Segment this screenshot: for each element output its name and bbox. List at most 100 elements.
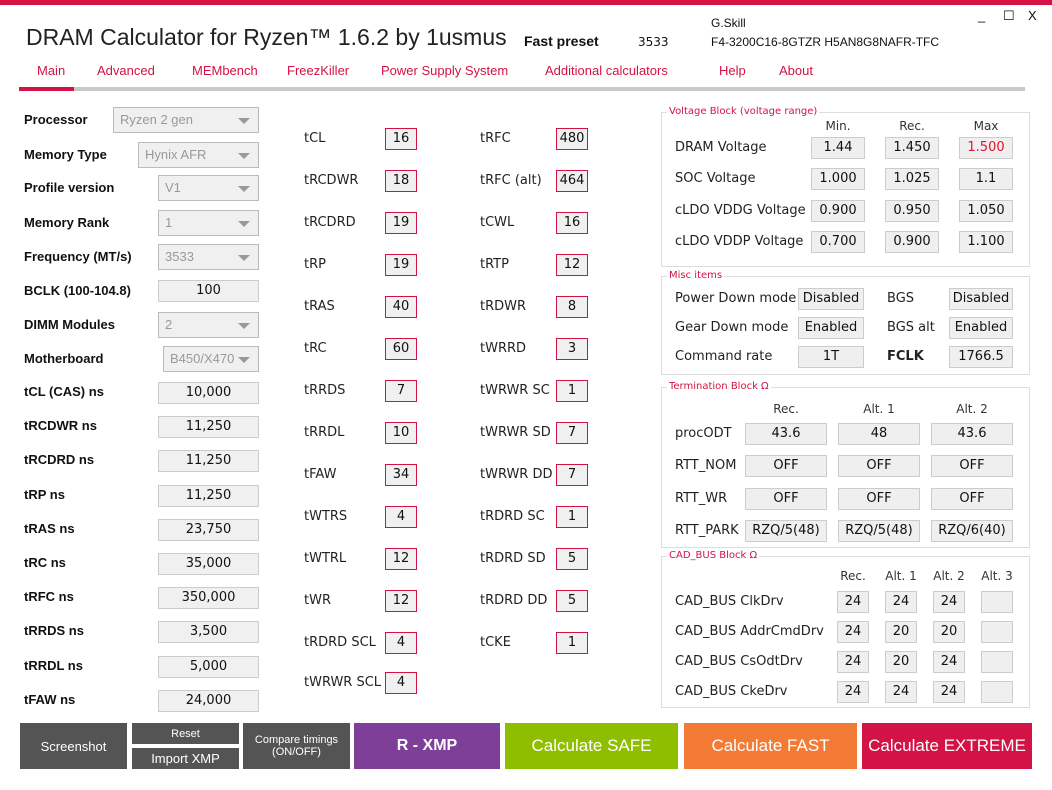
reset-button[interactable]: Reset [132, 723, 239, 744]
timing-field-trdrd-scl[interactable]: 4 [385, 632, 417, 654]
timing-field-trtp[interactable]: 12 [556, 254, 588, 276]
tab-main[interactable]: Main [37, 63, 66, 78]
timing-field-twr[interactable]: 12 [385, 590, 417, 612]
timing-field-trp[interactable]: 19 [385, 254, 417, 276]
ns-value-field[interactable]: 11,250 [158, 450, 259, 473]
timing-field-twrwr-sc[interactable]: 1 [556, 380, 588, 402]
termination-value[interactable]: 48 [838, 423, 920, 445]
timing-field-trc[interactable]: 60 [385, 338, 417, 360]
tab-help[interactable]: Help [719, 63, 746, 78]
cad-bus-value[interactable]: 24 [933, 681, 965, 703]
timing-field-tcke[interactable]: 1 [556, 632, 588, 654]
misc-value[interactable]: Enabled [798, 317, 864, 339]
cad-bus-value[interactable] [981, 651, 1013, 673]
tab-additional-calculators[interactable]: Additional calculators [545, 63, 668, 78]
voltage-value[interactable]: 0.700 [811, 230, 865, 253]
cad-bus-value[interactable]: 24 [837, 681, 869, 703]
voltage-value[interactable]: 1.500 [959, 137, 1013, 159]
cad-bus-value[interactable]: 20 [885, 651, 917, 673]
select-profile-version[interactable]: V1 [158, 175, 259, 201]
import-xmp-button[interactable]: Import XMP [132, 748, 239, 769]
termination-value[interactable]: RZQ/5(48) [745, 519, 827, 542]
misc-value[interactable]: 1T [798, 346, 864, 368]
ns-value-field[interactable]: 24,000 [158, 689, 259, 712]
timing-field-trdwr[interactable]: 8 [556, 296, 588, 318]
cad-bus-value[interactable]: 24 [933, 591, 965, 613]
cad-bus-value[interactable]: 24 [885, 591, 917, 613]
voltage-value[interactable]: 1.450 [885, 137, 939, 159]
misc-value[interactable]: Disabled [949, 288, 1013, 310]
voltage-value[interactable]: 0.950 [885, 199, 939, 222]
select-dimm-modules[interactable]: 2 [158, 312, 259, 338]
termination-value[interactable]: OFF [931, 487, 1013, 510]
select-motherboard[interactable]: B450/X470 [163, 346, 259, 372]
cad-bus-value[interactable]: 24 [933, 651, 965, 673]
select-memory-rank[interactable]: 1 [158, 210, 259, 236]
termination-value[interactable]: RZQ/5(48) [838, 519, 920, 542]
ns-value-field[interactable]: 10,000 [158, 382, 259, 404]
termination-value[interactable]: 43.6 [931, 423, 1013, 445]
timing-field-twrwr-dd[interactable]: 7 [556, 464, 588, 486]
ns-value-field[interactable]: 11,250 [158, 484, 259, 507]
timing-field-trrdl[interactable]: 10 [385, 422, 417, 444]
cad-bus-value[interactable]: 20 [885, 621, 917, 643]
close-button[interactable]: X [1028, 8, 1037, 23]
termination-value[interactable]: OFF [838, 455, 920, 478]
ns-value-field[interactable]: 35,000 [158, 553, 259, 575]
termination-value[interactable]: OFF [745, 487, 827, 510]
calculate-safe-button[interactable]: Calculate SAFE [505, 723, 678, 769]
timing-field-trfc[interactable]: 480 [556, 128, 588, 150]
timing-field-twrwr-scl[interactable]: 4 [385, 672, 417, 694]
voltage-value[interactable]: 1.000 [811, 168, 865, 191]
cad-bus-value[interactable] [981, 681, 1013, 703]
tab-freezkiller[interactable]: FreezKiller [287, 63, 350, 78]
timing-field-twtrs[interactable]: 4 [385, 506, 417, 528]
voltage-value[interactable]: 0.900 [885, 230, 939, 253]
termination-value[interactable]: 43.6 [745, 423, 827, 445]
ns-value-field[interactable]: 350,000 [158, 587, 259, 610]
timing-field-trdrd-sd[interactable]: 5 [556, 548, 588, 570]
termination-value[interactable]: OFF [838, 487, 920, 510]
tab-about[interactable]: About [779, 63, 813, 78]
timing-field-trcdrd[interactable]: 19 [385, 212, 417, 234]
timing-field-tfaw[interactable]: 34 [385, 464, 417, 486]
bclk-input[interactable]: 100 [158, 280, 259, 302]
r-xmp-button[interactable]: R - XMP [354, 723, 500, 769]
screenshot-button[interactable]: Screenshot [20, 723, 127, 769]
misc-value[interactable]: Disabled [798, 288, 864, 310]
timing-field-twrwr-sd[interactable]: 7 [556, 422, 588, 444]
timing-field-tras[interactable]: 40 [385, 296, 417, 318]
voltage-value[interactable]: 1.100 [959, 230, 1013, 253]
voltage-value[interactable]: 0.900 [811, 199, 865, 222]
minimize-button[interactable]: _ [978, 8, 986, 23]
timing-field-trrds[interactable]: 7 [385, 380, 417, 402]
voltage-value[interactable]: 1.050 [959, 199, 1013, 222]
timing-field-twtrl[interactable]: 12 [385, 548, 417, 570]
select-processor[interactable]: Ryzen 2 gen [113, 107, 259, 133]
calculate-extreme-button[interactable]: Calculate EXTREME [862, 723, 1032, 769]
cad-bus-value[interactable]: 24 [885, 681, 917, 703]
select-memory-type[interactable]: Hynix AFR [138, 142, 259, 168]
cad-bus-value[interactable]: 24 [837, 621, 869, 643]
cad-bus-value[interactable]: 20 [933, 621, 965, 643]
tab-advanced[interactable]: Advanced [97, 63, 155, 78]
voltage-value[interactable]: 1.1 [959, 168, 1013, 191]
cad-bus-value[interactable] [981, 621, 1013, 643]
tab-membench[interactable]: MEMbench [192, 63, 258, 78]
misc-value[interactable]: Enabled [949, 317, 1013, 339]
maximize-button[interactable]: ☐ [1003, 8, 1015, 23]
timing-field-tcl[interactable]: 16 [385, 128, 417, 150]
voltage-value[interactable]: 1.025 [885, 168, 939, 191]
misc-value[interactable]: 1766.5 [949, 346, 1013, 368]
timing-field-twrrd[interactable]: 3 [556, 338, 588, 360]
termination-value[interactable]: OFF [745, 455, 827, 478]
timing-field-trdrd-dd[interactable]: 5 [556, 590, 588, 612]
ns-value-field[interactable]: 11,250 [158, 416, 259, 439]
select-frequency-mt-s-[interactable]: 3533 [158, 244, 259, 270]
termination-value[interactable]: RZQ/6(40) [931, 519, 1013, 542]
cad-bus-value[interactable]: 24 [837, 651, 869, 673]
calculate-fast-button[interactable]: Calculate FAST [684, 723, 857, 769]
cad-bus-value[interactable]: 24 [837, 591, 869, 613]
timing-field-tcwl[interactable]: 16 [556, 212, 588, 234]
compare-timings-button[interactable]: Compare timings (ON/OFF) [243, 723, 350, 769]
